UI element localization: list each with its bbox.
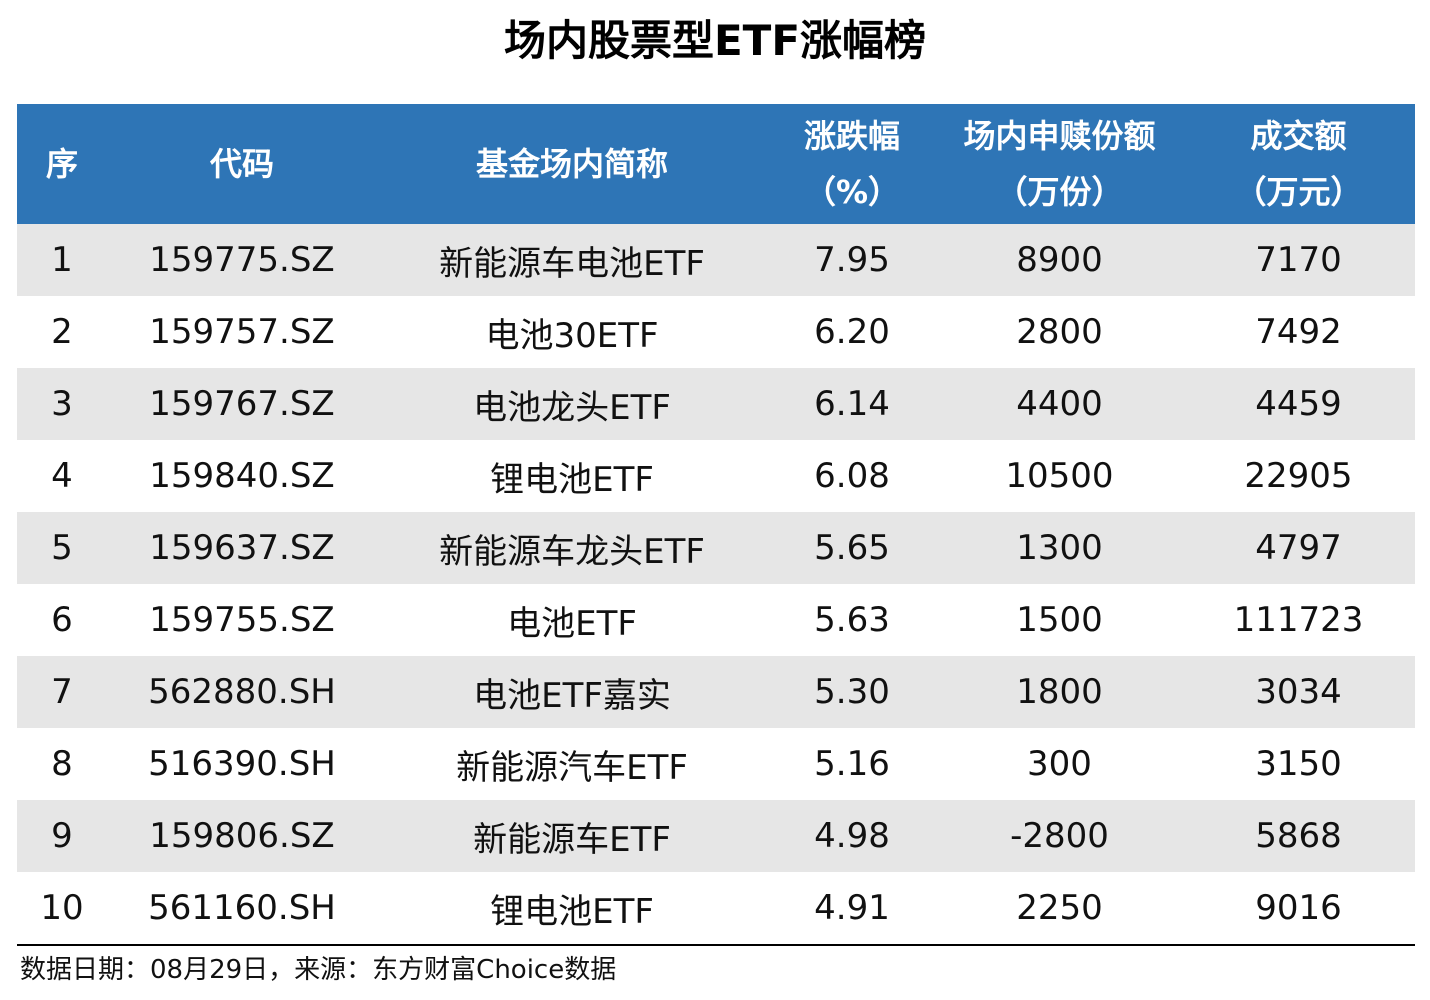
cell-seq: 1 (51, 240, 73, 280)
cell-change: 6.20 (814, 312, 890, 352)
header-code: 代码 (107, 104, 377, 224)
cell-turnover: 7170 (1255, 240, 1342, 280)
header-turnover-line2: （万元） (1234, 173, 1363, 211)
cell-code: 159840.SZ (149, 456, 335, 496)
cell-seq: 7 (51, 672, 73, 712)
header-change-line1: 涨跌幅 (803, 117, 900, 155)
table-row: 3 159767.SZ 电池龙头ETF 6.14 4400 4459 (17, 368, 1415, 440)
cell-code: 159767.SZ (149, 384, 335, 424)
cell-change: 7.95 (814, 240, 890, 280)
header-seq: 序 (17, 104, 107, 224)
etf-ranking-table: 序 代码 基金场内简称 涨跌幅 （%） 场内申赎份额 （万份） 成交额 （万元）… (17, 104, 1415, 944)
table-row: 10 561160.SH 锂电池ETF 4.91 2250 9016 (17, 872, 1415, 944)
table-row: 9 159806.SZ 新能源车ETF 4.98 -2800 5868 (17, 800, 1415, 872)
cell-seq: 9 (51, 816, 73, 856)
cell-name: 新能源车龙头ETF (439, 531, 705, 572)
cell-seq: 4 (51, 456, 73, 496)
cell-seq: 3 (51, 384, 73, 424)
cell-name: 电池ETF嘉实 (473, 675, 671, 716)
cell-code: 562880.SH (148, 672, 336, 712)
cell-change: 6.08 (814, 456, 890, 496)
cell-units: 10500 (1005, 456, 1114, 496)
cell-turnover: 5868 (1255, 816, 1342, 856)
cell-name: 新能源汽车ETF (456, 747, 688, 788)
cell-code: 159637.SZ (149, 528, 335, 568)
header-units: 场内申赎份额 （万份） (937, 104, 1182, 224)
cell-name: 新能源车ETF (473, 819, 671, 860)
cell-units: 1300 (1016, 528, 1103, 568)
cell-turnover: 3150 (1255, 744, 1342, 784)
cell-code: 159755.SZ (149, 600, 335, 640)
header-name-label: 基金场内简称 (475, 145, 668, 183)
cell-turnover: 3034 (1255, 672, 1342, 712)
cell-turnover: 4797 (1255, 528, 1342, 568)
cell-name: 锂电池ETF (490, 459, 654, 500)
header-name: 基金场内简称 (377, 104, 767, 224)
header-turnover: 成交额 （万元） (1182, 104, 1415, 224)
cell-code: 159757.SZ (149, 312, 335, 352)
cell-seq: 8 (51, 744, 73, 784)
source-footnote: 数据日期：08月29日，来源：东方财富Choice数据 (20, 955, 617, 985)
cell-change: 5.63 (814, 600, 890, 640)
cell-units: 2800 (1016, 312, 1103, 352)
header-units-line1: 场内申赎份额 (963, 117, 1156, 155)
table-row: 4 159840.SZ 锂电池ETF 6.08 10500 22905 (17, 440, 1415, 512)
cell-units: 300 (1027, 744, 1092, 784)
cell-code: 159806.SZ (149, 816, 335, 856)
cell-name: 电池ETF (507, 603, 637, 644)
cell-name: 新能源车电池ETF (439, 243, 705, 284)
cell-seq: 10 (40, 888, 84, 928)
table-header-row: 序 代码 基金场内简称 涨跌幅 （%） 场内申赎份额 （万份） 成交额 （万元） (17, 104, 1415, 224)
cell-change: 5.16 (814, 744, 890, 784)
table-row: 2 159757.SZ 电池30ETF 6.20 2800 7492 (17, 296, 1415, 368)
cell-code: 159775.SZ (149, 240, 335, 280)
header-seq-label: 序 (45, 145, 78, 183)
table-row: 8 516390.SH 新能源汽车ETF 5.16 300 3150 (17, 728, 1415, 800)
cell-units: 2250 (1016, 888, 1103, 928)
header-code-label: 代码 (209, 145, 274, 183)
table-row: 7 562880.SH 电池ETF嘉实 5.30 1800 3034 (17, 656, 1415, 728)
footer-divider (17, 944, 1415, 946)
table-row: 1 159775.SZ 新能源车电池ETF 7.95 8900 7170 (17, 224, 1415, 296)
cell-turnover: 7492 (1255, 312, 1342, 352)
cell-units: 8900 (1016, 240, 1103, 280)
cell-change: 5.30 (814, 672, 890, 712)
table-row: 6 159755.SZ 电池ETF 5.63 1500 111723 (17, 584, 1415, 656)
table-row: 5 159637.SZ 新能源车龙头ETF 5.65 1300 4797 (17, 512, 1415, 584)
header-units-line2: （万份） (995, 173, 1124, 211)
cell-change: 4.91 (814, 888, 890, 928)
cell-name: 电池龙头ETF (473, 387, 671, 428)
cell-name: 电池30ETF (485, 315, 659, 356)
cell-change: 6.14 (814, 384, 890, 424)
page-title: 场内股票型ETF涨幅榜 (503, 16, 927, 65)
cell-turnover: 9016 (1255, 888, 1342, 928)
cell-code: 516390.SH (148, 744, 336, 784)
cell-seq: 6 (51, 600, 73, 640)
cell-change: 5.65 (814, 528, 890, 568)
cell-units: 1800 (1016, 672, 1103, 712)
cell-name: 锂电池ETF (490, 891, 654, 932)
header-change-line2: （%） (803, 173, 901, 211)
cell-units: 4400 (1016, 384, 1103, 424)
cell-change: 4.98 (814, 816, 890, 856)
cell-seq: 2 (51, 312, 73, 352)
cell-seq: 5 (51, 528, 73, 568)
cell-turnover: 111723 (1233, 600, 1364, 640)
cell-code: 561160.SH (148, 888, 336, 928)
cell-turnover: 4459 (1255, 384, 1342, 424)
cell-turnover: 22905 (1244, 456, 1353, 496)
header-change: 涨跌幅 （%） (767, 104, 937, 224)
header-turnover-line1: 成交额 (1250, 117, 1347, 155)
cell-units: 1500 (1016, 600, 1103, 640)
cell-units: -2800 (1010, 816, 1109, 856)
